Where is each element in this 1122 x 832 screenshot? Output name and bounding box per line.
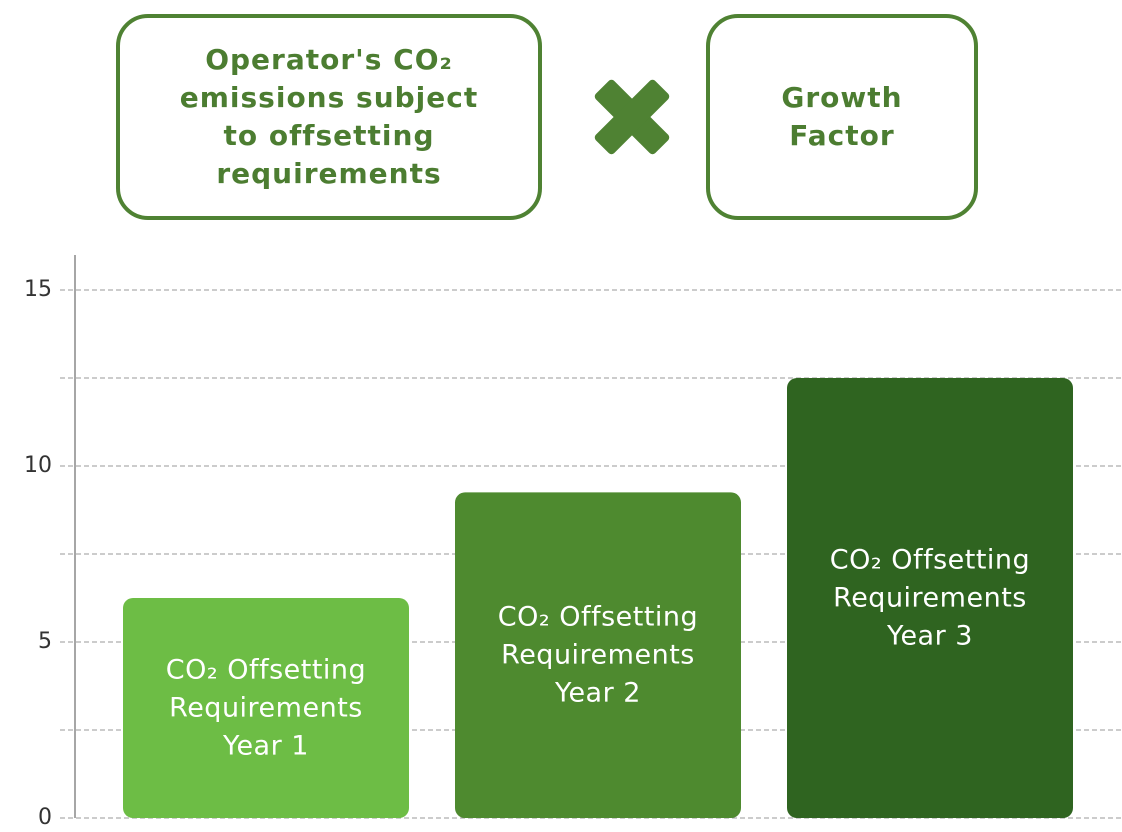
- y-tick-label: 15: [24, 277, 52, 302]
- multiply-icon: [594, 79, 670, 155]
- formula-box: Growth Factor: [706, 14, 978, 220]
- y-tick-label: 5: [38, 629, 52, 654]
- bar: [123, 598, 409, 818]
- bar-label: CO₂ Offsetting Requirements Year 1: [165, 654, 367, 761]
- y-tick-label: 10: [24, 453, 52, 478]
- formula-term: Operator's CO₂ emissions subject to offs…: [179, 43, 479, 190]
- formula-term: Growth Factor: [781, 81, 903, 152]
- y-tick-label: 0: [38, 805, 52, 830]
- bar-label: CO₂ Offsetting Requirements Year 2: [497, 601, 699, 709]
- bar: [787, 378, 1073, 818]
- formula-box: Operator's CO₂ emissions subject to offs…: [116, 14, 542, 220]
- bar-label: CO₂ Offsetting Requirements Year 3: [829, 544, 1031, 651]
- bar: [455, 492, 741, 818]
